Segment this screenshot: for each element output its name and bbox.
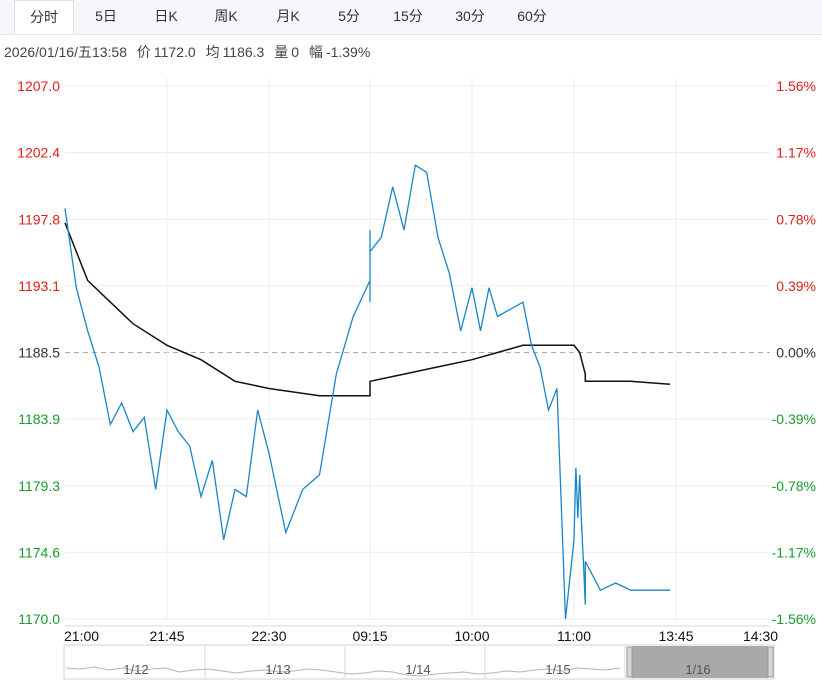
pct-tick-label: 0.00% bbox=[776, 345, 816, 361]
navigator-selected-range[interactable] bbox=[632, 646, 768, 678]
navigator-right-handle[interactable] bbox=[767, 646, 774, 678]
avg-value: 1186.3 bbox=[222, 44, 265, 60]
avg-label: 均 bbox=[205, 44, 220, 60]
tab-5-min[interactable]: 5分 bbox=[338, 8, 360, 24]
tab-weekly-k[interactable]: 周K bbox=[214, 8, 238, 24]
y-tick-label: 1183.9 bbox=[18, 411, 60, 427]
price-line bbox=[64, 164, 670, 620]
y-tick-label: 1197.8 bbox=[18, 211, 60, 227]
pct-tick-label: 0.39% bbox=[776, 278, 816, 294]
y-tick-label: 1207.0 bbox=[17, 78, 60, 94]
navigator-date-label: 1/16 bbox=[685, 662, 710, 677]
range-navigator[interactable]: 1/12 1/13 1/14 1/15 1/16 bbox=[63, 644, 775, 680]
pct-tick-label: -0.78% bbox=[772, 478, 816, 494]
period-tab-bar: 分时 5日 日K 周K 月K 5分 15分 30分 60分 bbox=[0, 0, 822, 35]
pct-tick-label: 1.17% bbox=[776, 145, 816, 161]
average-price-line bbox=[64, 222, 671, 397]
x-tick-label: 10:00 bbox=[454, 628, 489, 644]
tab-intraday[interactable]: 分时 bbox=[14, 0, 74, 34]
volume-label: 量 bbox=[274, 44, 289, 60]
x-tick-label: 21:45 bbox=[149, 628, 184, 644]
quote-datetime: 2026/01/16/五13:58 bbox=[4, 44, 127, 60]
price-value: 1172.0 bbox=[153, 44, 196, 60]
x-tick-label: 09:15 bbox=[352, 628, 387, 644]
y-tick-label: 1179.3 bbox=[18, 478, 60, 494]
y-tick-label: 1174.6 bbox=[18, 544, 60, 560]
navigator-date-label: 1/15 bbox=[545, 662, 570, 677]
x-tick-label: 21:00 bbox=[64, 628, 99, 644]
tab-15-min[interactable]: 15分 bbox=[393, 8, 423, 24]
tab-daily-k[interactable]: 日K bbox=[154, 8, 178, 24]
tab-5-day[interactable]: 5日 bbox=[95, 8, 117, 24]
tab-60-min[interactable]: 60分 bbox=[517, 8, 547, 24]
tab-monthly-k[interactable]: 月K bbox=[276, 8, 300, 24]
y-tick-label: 1193.1 bbox=[18, 278, 60, 294]
tab-30-min[interactable]: 30分 bbox=[455, 8, 485, 24]
navigator-left-handle[interactable] bbox=[626, 646, 633, 678]
pct-tick-label: -1.17% bbox=[772, 544, 816, 560]
y-tick-label: 1202.4 bbox=[17, 145, 60, 161]
x-tick-label: 14:30 bbox=[743, 628, 778, 644]
pct-tick-label: 1.56% bbox=[776, 78, 816, 94]
pct-tick-label: 0.78% bbox=[776, 211, 816, 227]
navigator-date-label: 1/12 bbox=[123, 662, 148, 677]
x-tick-label: 22:30 bbox=[251, 628, 286, 644]
navigator-date-label: 1/14 bbox=[405, 662, 430, 677]
price-label: 价 bbox=[136, 44, 151, 60]
y-tick-label: 1188.5 bbox=[18, 345, 60, 361]
x-tick-label: 13:45 bbox=[658, 628, 693, 644]
navigator-overview-line bbox=[65, 666, 620, 677]
x-tick-label: 11:00 bbox=[557, 628, 591, 644]
volume-value: 0 bbox=[291, 44, 300, 60]
chart-grid bbox=[65, 78, 770, 627]
pct-tick-label: -0.39% bbox=[772, 411, 816, 427]
change-value: -1.39% bbox=[325, 44, 371, 60]
y-tick-label: 1170.0 bbox=[18, 611, 60, 627]
navigator-date-label: 1/13 bbox=[265, 662, 290, 677]
pct-tick-label: -1.56% bbox=[772, 611, 816, 627]
change-label: 幅 bbox=[308, 44, 323, 60]
